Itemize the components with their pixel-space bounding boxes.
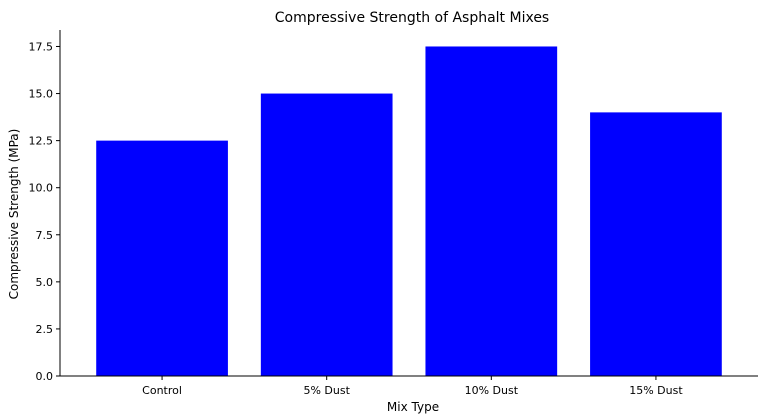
y-tick-label: 0.0 bbox=[36, 370, 54, 383]
y-tick-label: 15.0 bbox=[29, 88, 54, 101]
bar-control bbox=[96, 140, 228, 376]
y-axis-label: Compressive Strength (MPa) bbox=[7, 129, 21, 300]
plot-area: Control 5% Dust 10% Dust 15% Dust 0.0 2.5 5.0 7… bbox=[29, 40, 722, 397]
y-tick-label: 12.5 bbox=[29, 135, 54, 148]
y-tick-label: 17.5 bbox=[29, 40, 54, 53]
bar-10-dust bbox=[425, 46, 558, 376]
y-tick-label: 5.0 bbox=[36, 276, 54, 289]
x-tick-label: 5% Dust bbox=[303, 384, 350, 397]
bar-15-dust bbox=[590, 112, 722, 376]
y-tick-label: 2.5 bbox=[36, 323, 54, 336]
x-tick-label: Control bbox=[142, 384, 182, 397]
x-tick-label: 10% Dust bbox=[465, 384, 519, 397]
chart-title: Compressive Strength of Asphalt Mixes bbox=[275, 10, 549, 26]
x-tick-label: 15% Dust bbox=[629, 384, 683, 397]
x-axis-label: Mix Type bbox=[387, 400, 439, 414]
y-tick-label: 10.0 bbox=[29, 182, 54, 195]
bar-5-dust bbox=[260, 93, 393, 376]
y-tick-label: 7.5 bbox=[36, 229, 54, 242]
